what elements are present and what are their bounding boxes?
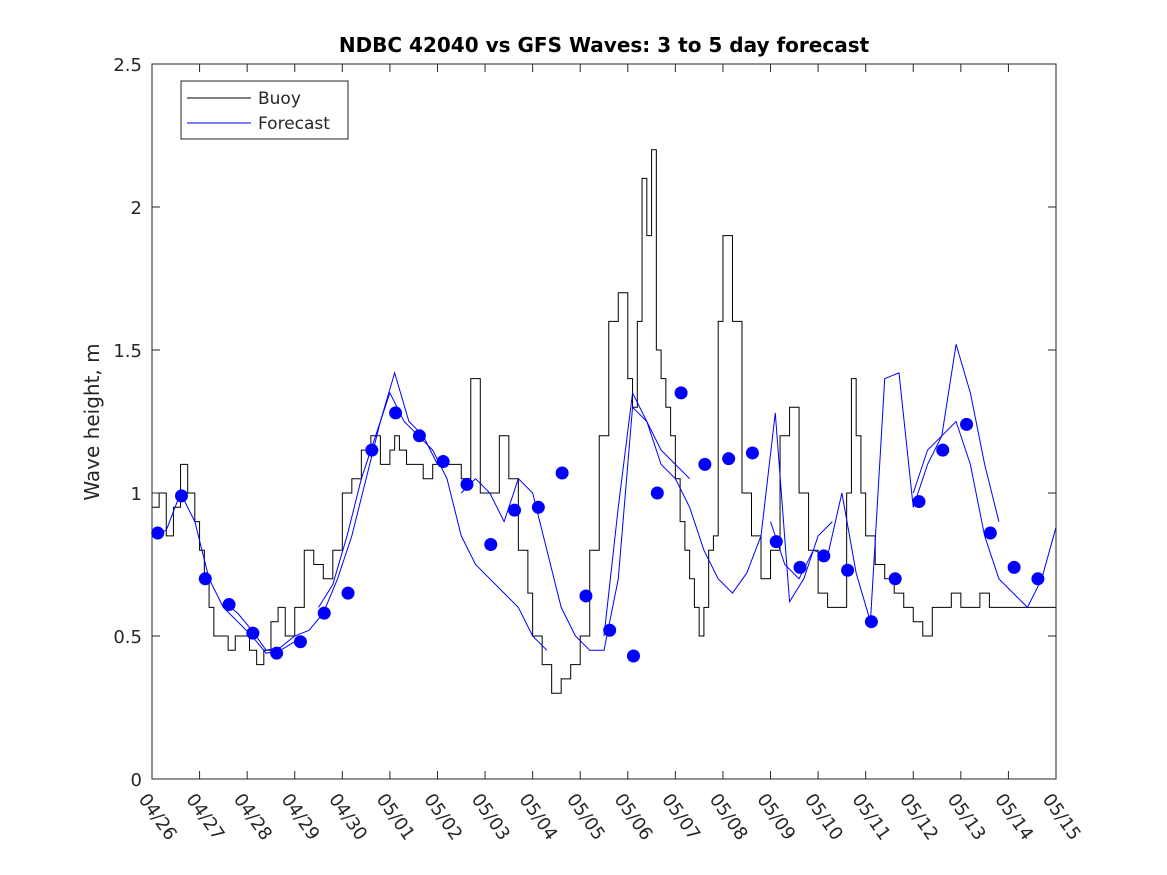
forecast-point: [769, 535, 783, 549]
forecast-point: [817, 549, 831, 563]
forecast-point: [650, 486, 664, 500]
forecast-point: [484, 537, 498, 551]
legend-box: [180, 80, 349, 140]
forecast-point: [626, 649, 640, 663]
forecast-point: [841, 563, 855, 577]
plot-area: [151, 63, 1057, 780]
chart-title: NDBC 42040 vs GFS Waves: 3 to 5 day fore…: [339, 33, 870, 57]
forecast-point: [531, 500, 545, 514]
y-tick-label: 1.5: [113, 341, 142, 362]
forecast-series-line: [460, 406, 690, 651]
forecast-point: [888, 572, 902, 586]
y-axis-label: Wave height, m: [80, 343, 104, 500]
forecast-series-line: [223, 371, 438, 651]
buoy-series-line: [152, 149, 1056, 694]
forecast-point: [341, 586, 355, 600]
forecast-point: [151, 526, 165, 540]
y-axis: 0 0.5 1 1.5 2 2.5: [113, 55, 1056, 791]
forecast-point: [1031, 572, 1045, 586]
forecast-series-line: [318, 391, 548, 651]
forecast-point: [936, 443, 950, 457]
forecast-point: [270, 646, 284, 660]
forecast-point: [698, 457, 712, 471]
forecast-point: [579, 589, 593, 603]
forecast-point: [412, 429, 426, 443]
forecast-point: [603, 623, 617, 637]
forecast-point: [912, 495, 926, 509]
forecast-point: [198, 572, 212, 586]
forecast-point: [389, 406, 403, 420]
forecast-point: [317, 606, 331, 620]
forecast-point: [960, 417, 974, 431]
y-tick-label: 0: [131, 770, 142, 791]
forecast-point: [745, 446, 759, 460]
forecast-point: [864, 615, 878, 629]
legend: Buoy Forecast: [180, 80, 349, 140]
forecast-point: [460, 477, 474, 491]
legend-buoy-label: Buoy: [258, 89, 301, 109]
forecast-point: [222, 598, 236, 612]
legend-forecast-label: Forecast: [258, 114, 330, 134]
y-tick-label: 2: [131, 198, 142, 219]
forecast-point: [508, 503, 522, 517]
forecast-point: [365, 443, 379, 457]
forecast-point: [793, 560, 807, 574]
forecast-point: [674, 386, 688, 400]
forecast-point: [293, 635, 307, 649]
forecast-series-line: [603, 391, 833, 637]
forecast-point: [1007, 560, 1021, 574]
y-tick-label: 1: [131, 484, 142, 505]
forecast-point: [555, 466, 569, 480]
forecast-point: [436, 455, 450, 469]
forecast-series-line: [770, 344, 1000, 622]
y-tick-label: 2.5: [113, 55, 142, 76]
forecast-point: [246, 626, 260, 640]
forecast-point: [174, 489, 188, 503]
plot-frame: [151, 63, 1057, 780]
y-tick-label: 0.5: [113, 627, 142, 648]
forecast-point: [722, 452, 736, 466]
forecast-point: [983, 526, 997, 540]
